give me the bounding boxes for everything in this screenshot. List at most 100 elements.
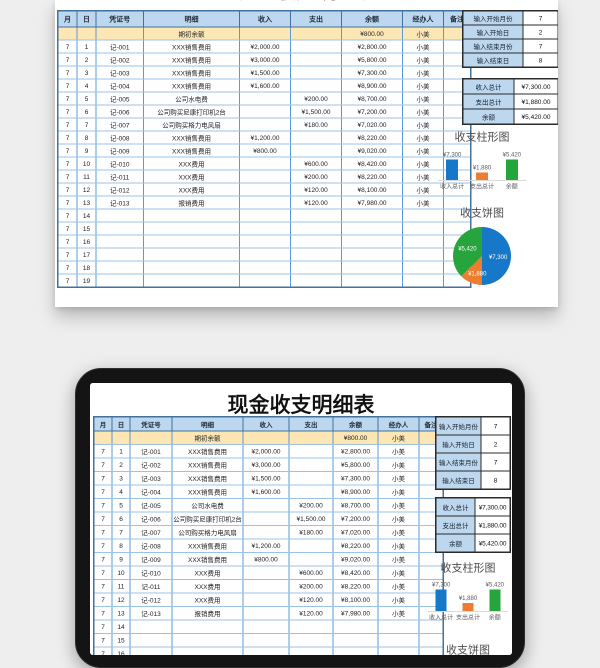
cell: 小美	[402, 39, 444, 54]
cell: 2	[111, 457, 131, 472]
cell: 7	[93, 471, 113, 486]
end-month-input[interactable]: 7	[481, 453, 510, 471]
cell: XXX销售费用	[143, 52, 240, 67]
bar-chart-title: 收支柱形图	[454, 130, 510, 144]
ledger-row: 7 14	[93, 619, 444, 634]
cell: 7	[93, 579, 113, 594]
totals-panel: 收入总计 ¥7,300.00 支出总计 ¥1,880.00 余额 ¥5,420.…	[462, 78, 558, 125]
cell: XXX费用	[143, 182, 240, 197]
totals-row: 余额 ¥5,420.00	[463, 108, 558, 124]
bar-chart-title: 收支柱形图	[440, 561, 496, 575]
start-month-input[interactable]: 7	[481, 417, 510, 435]
start-month-input[interactable]: 7	[523, 11, 558, 25]
totals-row: 收入总计 ¥7,300.00	[436, 498, 510, 516]
pie-slice-label-expense: ¥1,880	[468, 269, 487, 277]
cell: 5	[111, 498, 131, 513]
cell: 记-006	[95, 104, 144, 119]
cell	[129, 619, 173, 634]
ledger-row: 7 16	[57, 234, 472, 249]
end-day-input[interactable]: 8	[523, 53, 558, 67]
cell: 7	[93, 619, 113, 634]
cell: XXX销售费用	[143, 130, 240, 145]
cell: XXX销售费用	[143, 65, 240, 80]
cell: ¥1,500.00	[239, 65, 291, 80]
cell: 记-003	[129, 471, 173, 486]
cell: 8	[111, 538, 131, 553]
bar-category-label: 余额	[505, 183, 518, 190]
input-label: 输入开始月份	[463, 11, 524, 25]
cell: 9	[76, 143, 97, 158]
cell	[95, 26, 144, 41]
ledger-row: 7 11 记-011 XXX费用 ¥200.00 ¥8,220.00 小美	[93, 579, 444, 594]
cell	[377, 633, 420, 648]
cell	[239, 156, 291, 171]
cell: 14	[76, 208, 97, 223]
bar-category-label: 支出总计	[469, 183, 494, 190]
cell	[332, 619, 379, 634]
cell	[290, 78, 342, 93]
cell: 记-009	[95, 143, 144, 158]
total-expense-value: ¥1,880.00	[514, 94, 558, 109]
cell: 9	[111, 552, 131, 567]
ledger-row: 7 5 记-005 公司水电费 ¥200.00 ¥8,700.00 小美	[57, 91, 472, 106]
end-month-input[interactable]: 7	[523, 39, 558, 53]
cell	[341, 234, 403, 249]
cell	[288, 619, 334, 634]
cell: 7	[93, 538, 113, 553]
cell: ¥7,020.00	[332, 525, 379, 540]
col-header-income: 收入	[242, 416, 290, 432]
cell: 记-011	[95, 169, 144, 184]
cell: ¥180.00	[288, 525, 334, 540]
cell: 小美	[377, 579, 420, 594]
cell: 记-009	[129, 552, 173, 567]
col-header-balance: 余额	[341, 10, 403, 28]
cell: 记-004	[95, 78, 144, 93]
cell: 7	[57, 221, 78, 236]
cell: 3	[76, 65, 97, 80]
cell: 小美	[377, 430, 420, 445]
cell	[341, 247, 403, 262]
cell: 15	[76, 221, 97, 236]
cell	[341, 273, 403, 288]
cell: ¥120.00	[288, 606, 334, 621]
cell: ¥7,300.00	[341, 65, 403, 80]
sheet-canvas: 现金收支明细表 月 日 凭证号 明细 收入 支出 余额 经办人 备注 期初余额¥…	[55, 0, 558, 307]
cell: ¥1,500.00	[290, 104, 342, 119]
cell: 18	[76, 260, 97, 275]
balance-value: ¥5,420.00	[475, 534, 510, 552]
cell: 7	[57, 39, 78, 54]
cell: 7	[93, 498, 113, 513]
ledger-row: 7 3 记-003 XXX销售费用 ¥1,500.00 ¥7,300.00 小美	[93, 471, 444, 486]
cell: ¥9,020.00	[332, 552, 379, 567]
cell	[143, 221, 240, 236]
cell: 17	[76, 247, 97, 262]
cell	[239, 208, 291, 223]
ledger-row: 7 13 记-013 报销费用 ¥120.00 ¥7,980.00 小美	[57, 195, 472, 210]
input-label: 输入结束月份	[463, 39, 524, 53]
cell: 7	[57, 52, 78, 67]
bar-balance: ¥5,420 余额	[503, 151, 521, 190]
col-header-handler: 经办人	[377, 416, 420, 432]
cell: 报销费用	[171, 606, 244, 621]
cell	[239, 169, 291, 184]
cell: ¥8,220.00	[332, 538, 379, 553]
cell: 记-012	[95, 182, 144, 197]
ledger-row: 7 6 记-006 公司购买尼康打印机2台 ¥1,500.00 ¥7,200.00 小美	[93, 511, 444, 526]
cell: 小美	[377, 552, 420, 567]
cell: ¥9,020.00	[341, 143, 403, 158]
cell: ¥1,600.00	[239, 78, 291, 93]
cell	[290, 26, 342, 41]
cell	[93, 430, 113, 445]
cell: ¥7,020.00	[341, 117, 403, 132]
end-day-input[interactable]: 8	[481, 471, 510, 489]
cell: ¥8,900.00	[332, 484, 379, 499]
sheet-title: 现金收支明细表	[227, 393, 375, 417]
start-day-input[interactable]: 2	[523, 25, 558, 39]
cell	[95, 208, 144, 223]
cell: 记-001	[129, 444, 173, 459]
start-day-input[interactable]: 2	[481, 435, 510, 453]
cell: 11	[76, 169, 97, 184]
cell	[402, 273, 444, 288]
cell: 7	[93, 444, 113, 459]
ledger-row: 7 15	[93, 633, 444, 648]
